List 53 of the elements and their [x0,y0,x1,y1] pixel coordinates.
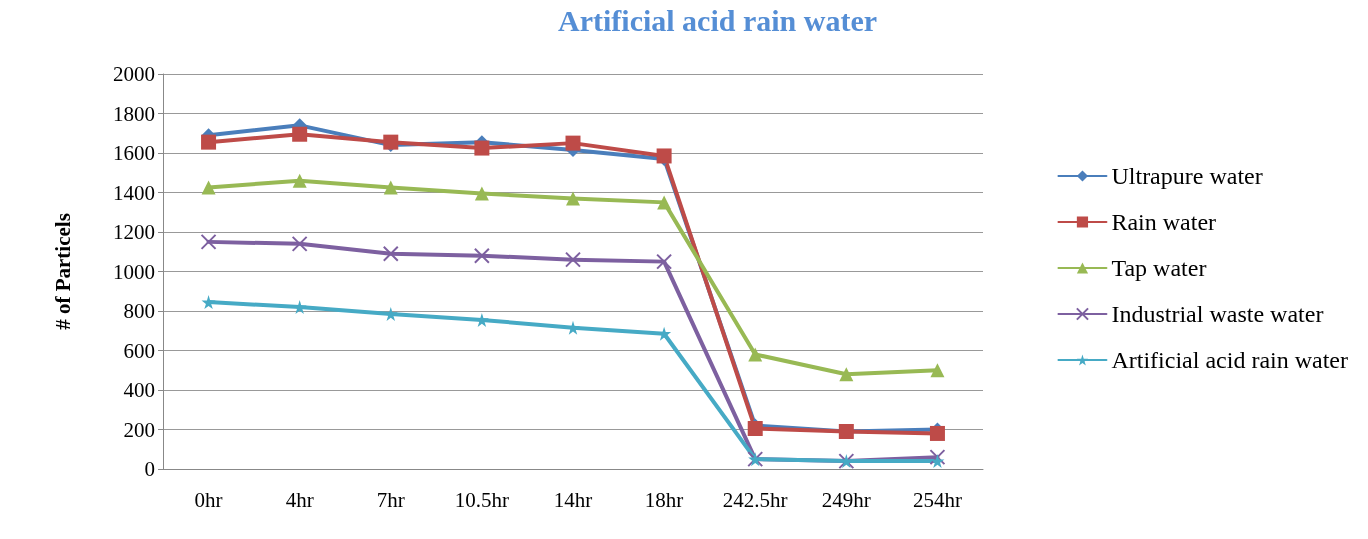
point [383,180,398,195]
point [292,126,308,142]
point [748,347,763,362]
point [383,134,399,150]
point [565,135,581,151]
point [747,421,763,437]
x-tick-label: 18hr [644,487,684,512]
y-tick-label: 1200 [113,220,155,244]
point [929,449,946,466]
x-tick-label: 4hr [285,487,314,512]
y-tick-label: 400 [123,378,155,402]
y-tick-label: 1000 [113,259,155,284]
x-tick-label: 249hr [821,487,871,512]
x-tick-label: 242.5hr [722,487,788,512]
y-axis-title: # of Particels [50,213,75,330]
y-tick-label: 2000 [113,62,155,86]
point [565,251,581,268]
legend-label: Industrial waste water [1111,301,1324,327]
point [656,253,673,270]
x-tick-label: 0hr [194,487,223,512]
chart-title: Artificial acid rain water [558,3,878,37]
point [292,173,307,188]
point [839,367,854,382]
x-tick-label: 254hr [912,487,962,512]
y-tick-label: 1800 [113,101,155,126]
point [930,454,945,469]
y-tick-label: 0 [144,457,155,481]
legend-label: Tap water [1111,255,1207,281]
x-tick-label: 7hr [376,487,405,512]
point [201,180,216,195]
legend-label: Artificial acid rain water [1111,347,1349,373]
point [474,140,490,156]
y-tick-label: 600 [123,338,155,363]
y-tick-label: 1400 [113,180,155,205]
y-tick-label: 1600 [113,141,155,165]
point [566,320,580,335]
legend-label: Ultrapure water [1111,163,1263,189]
legend-label: Rain water [1111,209,1217,235]
point [474,186,489,201]
point [382,245,399,262]
point [929,425,945,441]
point [566,191,580,206]
point [473,247,490,264]
point [930,363,945,378]
point [657,195,672,210]
point [291,235,308,252]
y-tick-label: 800 [123,299,155,323]
x-tick-label: 14hr [553,487,593,512]
point [201,295,216,310]
x-tick-label: 10.5hr [454,487,510,512]
point [200,233,217,250]
y-tick-label: 200 [123,417,155,442]
point [201,134,217,150]
